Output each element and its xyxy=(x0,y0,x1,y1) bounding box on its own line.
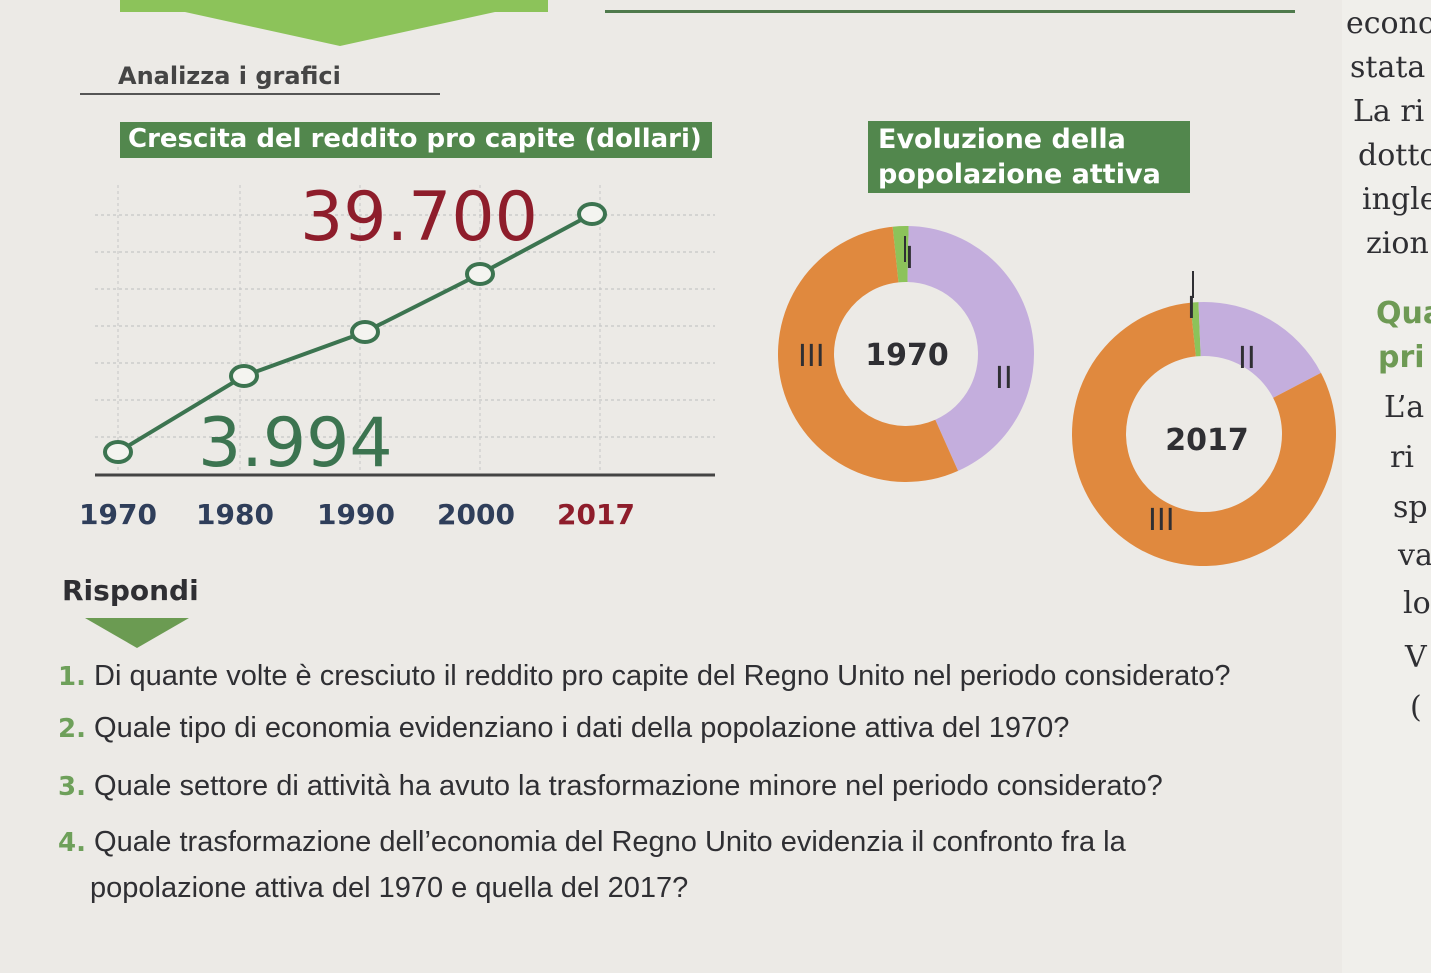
side-line-6: zion xyxy=(1366,226,1429,261)
question-3-text: Quale settore di attività ha avuto la tr… xyxy=(94,770,1163,802)
donut-1970-mark-III: III xyxy=(798,339,825,374)
income-x-label-2017: 2017 xyxy=(557,498,635,531)
question-4-continued: popolazione attiva del 1970 e quella del… xyxy=(90,872,689,904)
side-line-10: va xyxy=(1398,538,1431,573)
side-line-2: stata xyxy=(1350,50,1426,85)
question-2-text: Quale tipo di economia evidenziano i dat… xyxy=(94,712,1070,744)
income-point-1980 xyxy=(229,364,259,388)
question-4-text: Quale trasformazione dell’economia del R… xyxy=(94,826,1126,858)
side-bold-line-2: pri xyxy=(1378,340,1425,375)
income-chart-title: Crescita del reddito pro capite (dollari… xyxy=(120,122,712,158)
answer-heading: Rispondi xyxy=(62,574,199,607)
question-3-number: 3. xyxy=(58,772,86,802)
section-title: Analizza i grafici xyxy=(118,62,341,90)
income-point-2000 xyxy=(465,262,495,286)
income-end-label: 39.700 xyxy=(300,178,538,257)
top-green-band xyxy=(120,0,548,12)
income-chart-x-labels: 1970 1980 1990 2000 2017 xyxy=(79,498,635,531)
population-title-line1: Evoluzione della xyxy=(878,124,1126,155)
income-point-2017 xyxy=(577,202,607,226)
donut-2017 xyxy=(1072,271,1337,566)
side-line-8: ri xyxy=(1390,440,1414,475)
question-4-number: 4. xyxy=(58,828,86,858)
income-start-label: 3.994 xyxy=(198,404,393,483)
side-column xyxy=(1342,0,1431,973)
income-x-label-2000: 2000 xyxy=(437,498,515,531)
side-line-11: lo xyxy=(1403,586,1431,621)
income-chart-grid xyxy=(95,185,715,477)
side-line-12: V xyxy=(1405,640,1427,675)
top-green-triangle xyxy=(185,12,495,46)
income-x-label-1970: 1970 xyxy=(79,498,157,531)
donut-2017-slice-III xyxy=(1072,302,1337,566)
side-line-9: sp xyxy=(1393,490,1428,525)
side-line-4: dotto xyxy=(1358,138,1431,173)
side-line-1: econo xyxy=(1346,6,1431,41)
income-point-1970 xyxy=(103,440,133,464)
donut-2017-mark-I: I xyxy=(1187,291,1196,326)
donut-1970 xyxy=(777,226,1034,482)
question-1-text: Di quante volte è cresciuto il reddito p… xyxy=(94,660,1231,692)
question-2-number: 2. xyxy=(58,714,86,744)
question-1-number: 1. xyxy=(58,662,86,692)
donut-1970-year: 1970 xyxy=(865,338,949,373)
population-title-line2: popolazione attiva xyxy=(878,159,1161,190)
income-x-label-1980: 1980 xyxy=(196,498,274,531)
top-divider-line xyxy=(605,10,1295,13)
side-bold-line-1: Qua xyxy=(1376,296,1431,331)
income-x-label-1990: 1990 xyxy=(317,498,395,531)
section-underline xyxy=(80,93,440,95)
question-4: 4. Quale trasformazione dell’economia de… xyxy=(58,826,1126,859)
donut-2017-slice-I xyxy=(1190,302,1201,357)
income-point-1990 xyxy=(350,320,380,344)
donut-2017-mark-II: II xyxy=(1238,341,1256,376)
question-1: 1. Di quante volte è cresciuto il reddit… xyxy=(58,660,1231,693)
side-line-5: ingle xyxy=(1362,182,1431,217)
answer-heading-triangle xyxy=(85,618,189,648)
donut-1970-slice-II xyxy=(907,226,1034,471)
question-2: 2. Quale tipo di economia evidenziano i … xyxy=(58,712,1069,745)
question-3: 3. Quale settore di attività ha avuto la… xyxy=(58,770,1163,803)
donut-2017-slice-II xyxy=(1198,302,1321,398)
donut-1970-mark-II: II xyxy=(995,361,1013,396)
donut-1970-slice-III xyxy=(777,226,959,482)
side-line-13: ( xyxy=(1410,690,1422,725)
donut-1970-mark-I: I xyxy=(905,241,914,276)
population-chart-title: Evoluzione della popolazione attiva xyxy=(868,121,1190,193)
donut-2017-mark-III: III xyxy=(1148,503,1175,538)
income-chart-points xyxy=(103,202,607,464)
side-line-3: La ri xyxy=(1353,94,1425,129)
donut-2017-year: 2017 xyxy=(1165,423,1249,458)
side-line-7: L’a xyxy=(1384,390,1425,425)
